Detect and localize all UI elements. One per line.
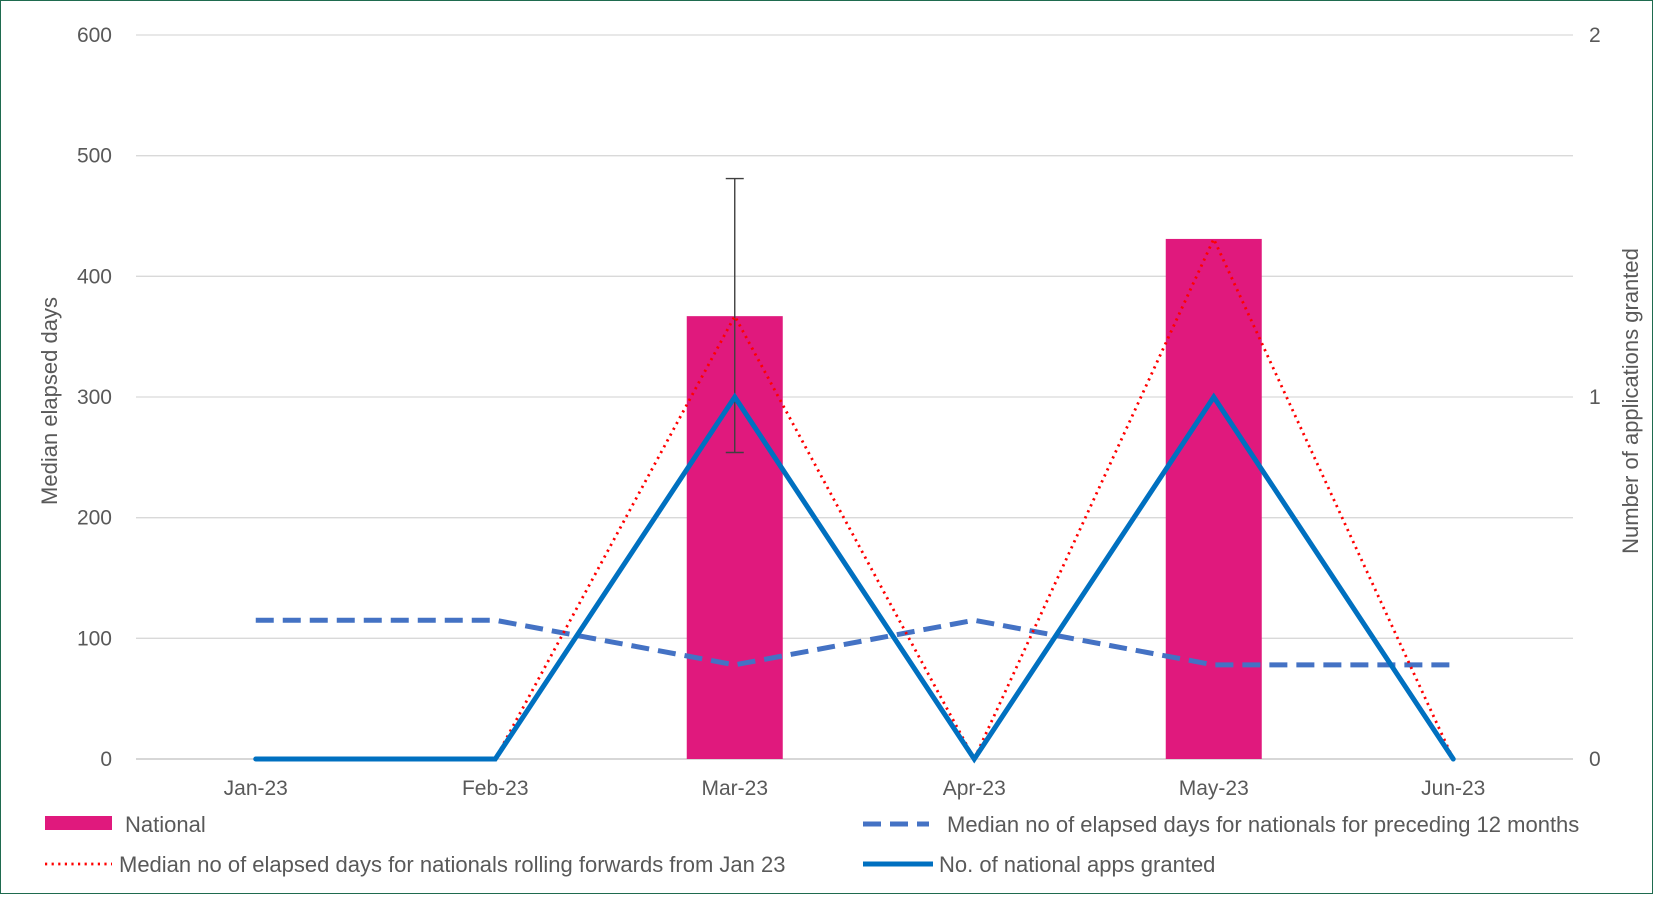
series-line (255, 617, 1454, 668)
x-tick-label: Jan-23 (224, 777, 288, 800)
legend-label: National (125, 812, 206, 837)
y2-tick-label: 0 (1589, 748, 1601, 771)
y-tick-label: 200 (77, 507, 112, 530)
series-line (255, 235, 1455, 763)
y2-axis-ticks: 0 1 2 (1589, 24, 1601, 771)
y2-axis-title: Number of applications granted (1618, 248, 1643, 554)
x-tick-label: Feb-23 (462, 777, 529, 800)
x-tick-label: May-23 (1179, 777, 1249, 800)
y-axis-title: Median elapsed days (37, 297, 62, 505)
bar (1165, 238, 1262, 760)
series-line (253, 392, 1456, 764)
y2-tick-label: 2 (1589, 24, 1601, 47)
y-axis-ticks: 0 100 200 300 400 500 600 (77, 24, 112, 771)
legend: National Median no of elapsed days for na… (45, 812, 1579, 877)
bar-series (686, 238, 1262, 760)
line-series (253, 235, 1456, 764)
y-tick-label: 100 (77, 627, 112, 650)
legend-label: Median no of elapsed days for nationals … (119, 852, 785, 877)
legend-swatch-bar (45, 816, 112, 830)
y2-tick-label: 1 (1589, 386, 1601, 409)
error-bars (725, 177, 744, 454)
y-tick-label: 400 (77, 265, 112, 288)
x-axis-ticks: Jan-23 Feb-23 Mar-23 Apr-23 May-23 Jun-23 (224, 777, 1486, 800)
x-tick-label: Mar-23 (701, 777, 768, 800)
y-tick-label: 600 (77, 24, 112, 47)
y-tick-label: 0 (100, 748, 112, 771)
y-tick-label: 300 (77, 386, 112, 409)
x-tick-label: Apr-23 (943, 777, 1006, 800)
gridlines (136, 34, 1573, 760)
legend-label: No. of national apps granted (939, 852, 1215, 877)
x-tick-label: Jun-23 (1421, 777, 1485, 800)
y-tick-label: 500 (77, 145, 112, 168)
legend-label: Median no of elapsed days for nationals … (947, 812, 1579, 837)
